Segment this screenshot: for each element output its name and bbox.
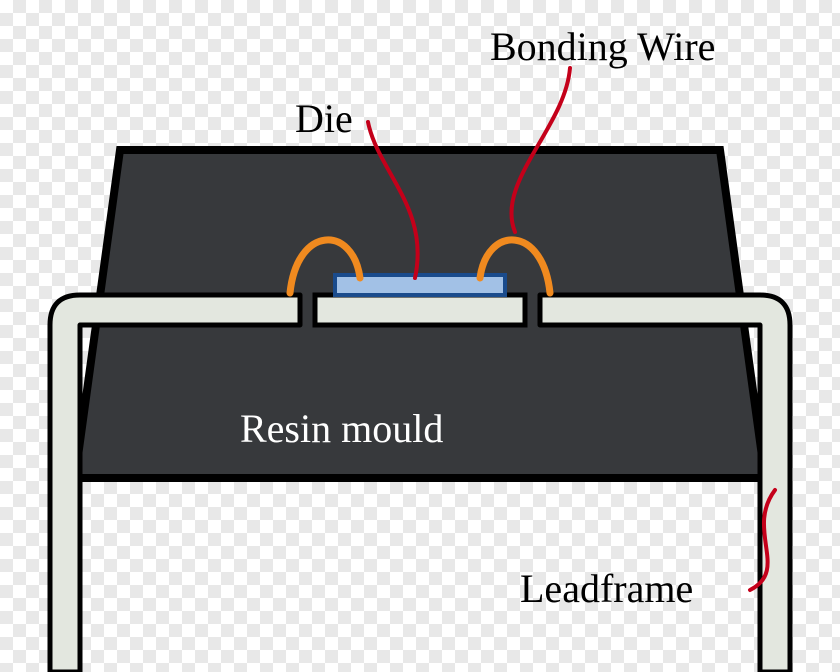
label-resin-mould: Resin mould [240,405,443,452]
die-pad [315,295,525,325]
label-die: Die [295,95,353,142]
label-bonding-wire: Bonding Wire [490,23,715,70]
ic-package-diagram [0,0,840,672]
label-leadframe: Leadframe [520,565,693,612]
